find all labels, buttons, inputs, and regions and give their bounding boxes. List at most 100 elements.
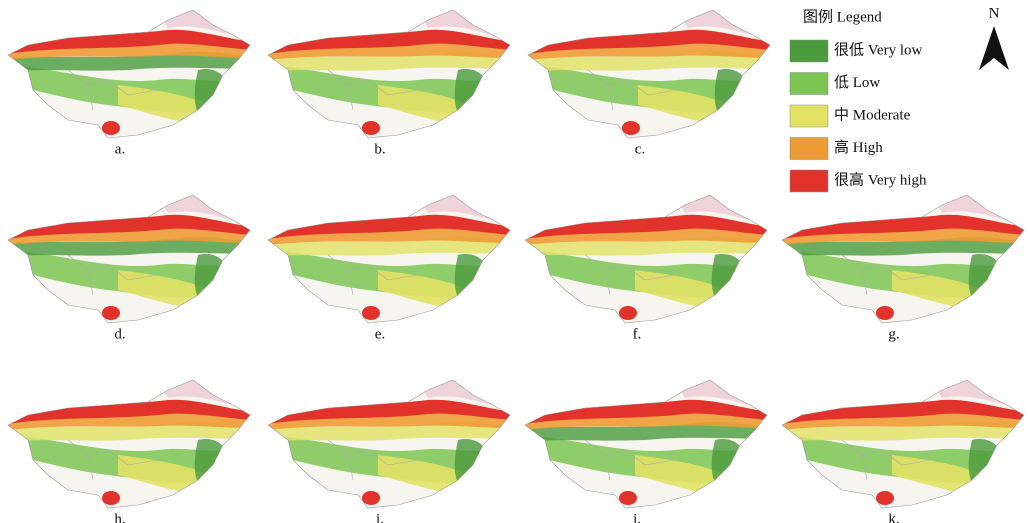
map-fill: [525, 380, 767, 508]
outline: [524, 379, 768, 509]
zone: [968, 439, 1001, 489]
zone: [268, 214, 510, 239]
map-fill: [528, 10, 770, 138]
zone: [619, 306, 637, 320]
zone: [454, 439, 487, 489]
zone: [454, 69, 487, 119]
zone: [362, 306, 380, 320]
zone: [525, 236, 767, 257]
north-label: N: [989, 5, 1000, 21]
zone: [782, 214, 1024, 239]
map-panel: g.: [781, 194, 1025, 342]
legend-swatch: [789, 137, 829, 160]
map-panel: b.: [267, 9, 511, 157]
border: [841, 254, 933, 296]
zone: [635, 270, 725, 310]
zone: [454, 254, 487, 304]
map-panel: h.: [7, 379, 251, 523]
panel-label: g.: [888, 326, 899, 342]
outline: [527, 9, 771, 139]
legend-label: 低 Low: [834, 74, 880, 91]
panel-label: c.: [635, 141, 645, 157]
outline: [781, 194, 1025, 324]
outline: [7, 194, 251, 324]
legend-title: 图例 Legend: [803, 8, 882, 25]
zone: [102, 121, 120, 135]
zone: [782, 421, 1024, 442]
zone: [528, 51, 770, 72]
legend-swatch: [789, 72, 829, 95]
zone: [268, 51, 510, 72]
legend-label: 高 High: [834, 139, 883, 156]
map-fill: [782, 380, 1024, 508]
outline: [267, 379, 511, 509]
panel-label: e.: [375, 326, 385, 342]
zone: [8, 399, 250, 424]
zone: [8, 214, 250, 239]
legend-label: 很高 Very high: [834, 171, 927, 188]
north-arrow: [979, 26, 1009, 70]
zone: [968, 254, 1001, 304]
zone: [194, 69, 227, 119]
panel-label: f.: [633, 326, 642, 342]
map-panel: f.: [524, 194, 768, 342]
zone: [892, 455, 982, 495]
panel-label: k.: [888, 511, 899, 523]
zone: [362, 491, 380, 505]
map-fill: [8, 10, 250, 138]
outline: [267, 194, 511, 324]
map-panel: j.: [524, 379, 768, 523]
legend-swatch: [789, 169, 829, 193]
map-fill: [782, 195, 1024, 323]
zone: [782, 399, 1024, 424]
zone: [8, 51, 250, 72]
map-fill: [8, 195, 250, 323]
zone: [782, 236, 1024, 257]
outline: [524, 194, 768, 324]
zone: [635, 455, 725, 495]
zone: [268, 421, 510, 442]
zone: [876, 491, 894, 505]
zone: [711, 439, 744, 489]
border: [584, 439, 676, 481]
border: [67, 439, 159, 481]
outline: [267, 9, 511, 139]
zone: [102, 491, 120, 505]
zone: [378, 85, 468, 125]
map-panel: k.: [781, 379, 1025, 523]
outline: [7, 379, 251, 509]
zone: [118, 455, 208, 495]
zone: [525, 214, 767, 239]
map-panel: i.: [267, 379, 511, 523]
legend-label: 中 Moderate: [834, 106, 911, 123]
legend-swatch: [789, 39, 829, 63]
zone: [378, 455, 468, 495]
zone: [268, 399, 510, 424]
map-panel: a.: [7, 9, 251, 157]
border: [327, 439, 419, 481]
zone: [622, 121, 640, 135]
map-panel: d.: [7, 194, 251, 342]
panel-label: i.: [376, 511, 384, 523]
outline: [781, 379, 1025, 509]
map-fill: [525, 195, 767, 323]
zone: [268, 29, 510, 54]
zone: [619, 491, 637, 505]
panel-label: d.: [114, 326, 125, 342]
border: [67, 254, 159, 296]
map-panel: c.: [527, 9, 771, 157]
zone: [525, 421, 767, 442]
zone: [268, 236, 510, 257]
map-fill: [268, 10, 510, 138]
zone: [525, 399, 767, 424]
map-fill: [268, 380, 510, 508]
zone: [102, 306, 120, 320]
border: [67, 69, 159, 111]
outline: [7, 9, 251, 139]
zone: [118, 270, 208, 310]
zone: [8, 29, 250, 54]
border: [327, 69, 419, 111]
zone: [714, 69, 747, 119]
panel-label: h.: [114, 511, 125, 523]
